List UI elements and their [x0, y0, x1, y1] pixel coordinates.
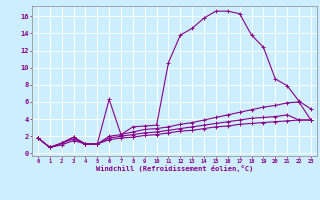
- X-axis label: Windchill (Refroidissement éolien,°C): Windchill (Refroidissement éolien,°C): [96, 165, 253, 172]
